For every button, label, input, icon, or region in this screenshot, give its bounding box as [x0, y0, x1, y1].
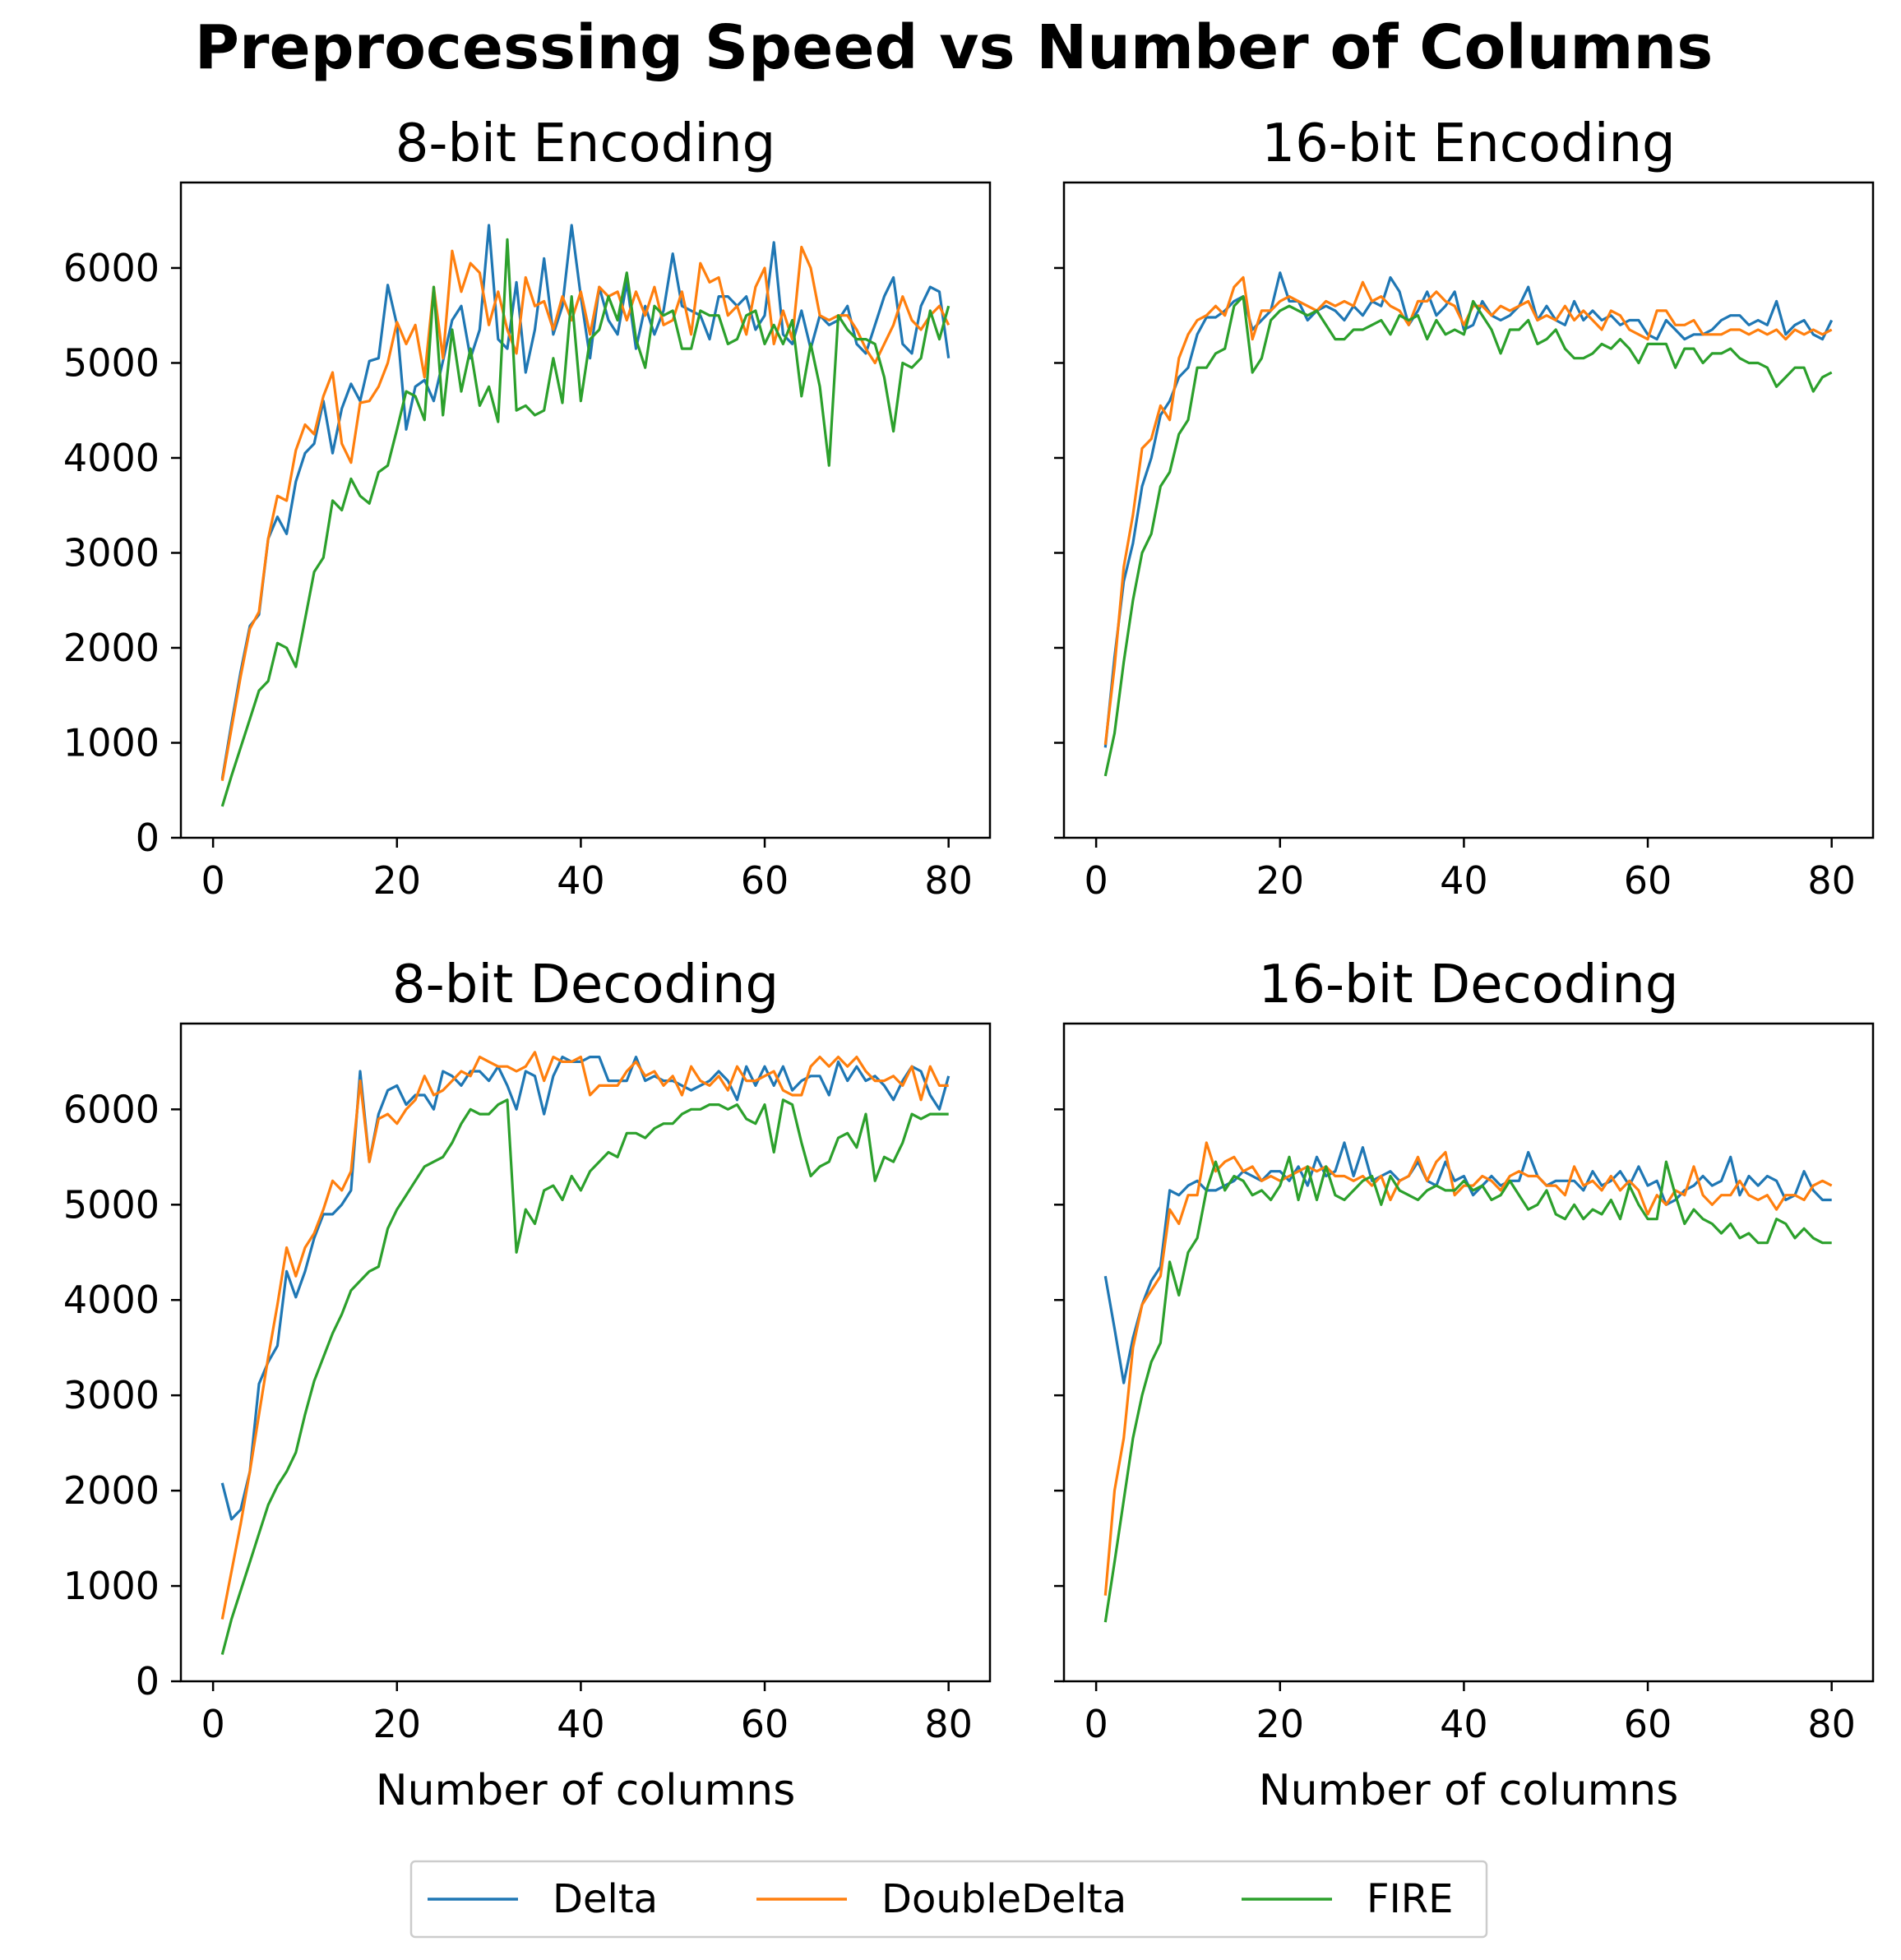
y-tick-label: 3000 [63, 1373, 160, 1417]
y-tick-label: 4000 [63, 436, 160, 480]
y-tick-label: 0 [136, 1659, 160, 1703]
legend-frame [409, 1860, 1488, 1939]
figure-title: Preprocessing Speed vs Number of Columns [195, 12, 1714, 83]
x-tick-label: 80 [924, 1702, 973, 1746]
x-tick-label: 40 [1440, 858, 1488, 903]
x-tick-label: 60 [1624, 858, 1672, 903]
x-tick-label: 60 [1624, 1702, 1672, 1746]
y-tick-label: 5000 [63, 340, 160, 385]
plot-frame [179, 181, 992, 839]
subplot-title: 16-bit Decoding [1259, 955, 1679, 1015]
series-line-fire [220, 238, 950, 807]
plot-frame [1062, 1022, 1875, 1683]
y-tick-label: 2000 [63, 626, 160, 670]
plot-frame [1062, 181, 1875, 839]
series-line-fire [220, 1098, 949, 1655]
x-tick-label: 0 [201, 1702, 224, 1746]
y-tick-label: 3000 [63, 530, 160, 575]
y-tick-label: 5000 [63, 1182, 160, 1227]
x-tick-label: 20 [1256, 1702, 1304, 1746]
x-tick-label: 20 [372, 1702, 421, 1746]
series-line-delta [220, 1056, 950, 1521]
x-tick-label: 20 [1256, 858, 1304, 903]
x-tick-label: 60 [741, 858, 789, 903]
x-tick-label: 40 [557, 1702, 605, 1746]
y-tick-label: 1000 [63, 1564, 160, 1608]
legend-label-delta: Delta [553, 1876, 658, 1922]
x-tick-label: 20 [372, 858, 421, 903]
subplot-title: 8-bit Decoding [392, 955, 779, 1015]
series-line-doubledelta [220, 1051, 949, 1620]
x-tick-label: 40 [557, 858, 605, 903]
y-tick-label: 4000 [63, 1278, 160, 1322]
subplot-8-bit-encoding: 8-bit Encoding 0 20 40 60 80 0 1000 2000 3000 4000… [63, 113, 992, 903]
subplot-title: 8-bit Encoding [395, 113, 776, 174]
x-tick-label: 80 [1807, 858, 1856, 903]
x-tick-label: 0 [1084, 858, 1108, 903]
series-line-fire [1103, 1155, 1832, 1623]
x-tick-label: 0 [201, 858, 224, 903]
x-tick-label: 80 [1807, 1702, 1856, 1746]
subplot-8-bit-decoding: 8-bit Decoding 0 20 40 60 80 0 1000 2000 3000 4000… [63, 955, 992, 1815]
x-axis-label: Number of columns [1259, 1766, 1679, 1815]
series-line-delta [220, 224, 950, 779]
subplot-16-bit-decoding: 16-bit Decoding 0 20 40 60 80 Number of column… [1054, 955, 1875, 1815]
x-axis-label: Number of columns [376, 1766, 796, 1815]
y-tick-label: 6000 [63, 1087, 160, 1131]
subplot-16-bit-encoding: 16-bit Encoding 0 20 40 60 80 [1054, 113, 1875, 903]
subplot-title: 16-bit Encoding [1261, 113, 1675, 174]
y-tick-label: 0 [136, 816, 160, 860]
series-line-fire [1103, 295, 1833, 777]
x-tick-label: 80 [924, 858, 973, 903]
y-tick-label: 2000 [63, 1468, 160, 1513]
x-tick-label: 60 [741, 1702, 789, 1746]
y-tick-label: 6000 [63, 246, 160, 290]
legend-label-doubledelta: DoubleDelta [881, 1876, 1126, 1922]
legend: Delta DoubleDelta FIRE [409, 1860, 1488, 1939]
plot-frame [179, 1022, 992, 1683]
x-tick-label: 0 [1084, 1702, 1108, 1746]
y-tick-label: 1000 [63, 720, 160, 765]
x-tick-label: 40 [1440, 1702, 1488, 1746]
legend-label-fire: FIRE [1367, 1876, 1453, 1922]
series-line-doubledelta [220, 245, 950, 781]
